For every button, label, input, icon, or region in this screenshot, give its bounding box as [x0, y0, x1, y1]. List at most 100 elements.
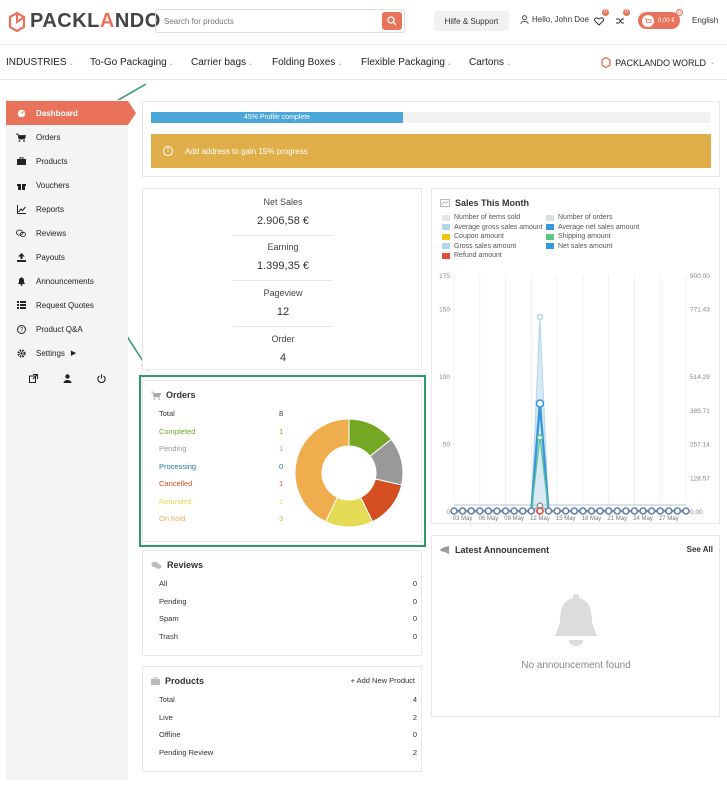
search-input[interactable] — [156, 10, 356, 32]
profile-progress-fill: 45% Profile complete — [151, 112, 403, 123]
cart-icon — [16, 132, 26, 142]
left-tick-label: 100 — [439, 374, 450, 381]
nav-item-folding-boxes[interactable]: Folding Boxes ⌄ — [272, 57, 343, 68]
sidebar-item-reviews[interactable]: Reviews — [6, 221, 128, 245]
reviews-row[interactable]: Trash 0 — [159, 632, 417, 641]
site-logo[interactable]: PACKLANDO — [8, 10, 161, 33]
orders-row[interactable]: Completed 1 — [159, 427, 283, 436]
list-icon — [16, 300, 26, 310]
user-icon[interactable] — [63, 374, 72, 383]
logo-mark-icon — [601, 57, 611, 68]
sidebar-item-reports[interactable]: Reports — [6, 197, 128, 221]
briefcase-icon — [151, 677, 160, 685]
sidebar-item-settings[interactable]: Settings ▶ — [6, 341, 128, 365]
nav-item-packlando-world[interactable]: PACKLANDO WORLD ⌄ — [601, 57, 715, 68]
sales-legend-item[interactable]: Refund amount — [442, 252, 502, 259]
series-peak-marker-0 — [536, 313, 544, 321]
see-all-announcements-link[interactable]: See All — [686, 545, 713, 554]
comments-icon — [16, 228, 26, 238]
nav-item-flexible-packaging[interactable]: Flexible Packaging ⌄ — [361, 57, 452, 68]
sidebar-item-announcements[interactable]: Announcements — [6, 269, 128, 293]
x-tick-label: 27 May — [659, 516, 679, 522]
sidebar-item-orders[interactable]: Orders — [6, 125, 128, 149]
products-row[interactable]: Offline 0 — [159, 730, 417, 739]
comments-icon — [151, 561, 162, 569]
series-line-0 — [454, 316, 686, 512]
user-icon — [520, 15, 529, 24]
legend-swatch — [546, 224, 554, 230]
sales-legend-item[interactable]: Average gross sales amount — [442, 224, 543, 231]
external-link-icon[interactable] — [28, 374, 38, 383]
nav-item-to-go-packaging[interactable]: To-Go Packaging ⌄ — [90, 57, 174, 68]
data-point-marker — [544, 507, 553, 515]
data-point-marker — [682, 507, 690, 515]
reviews-row-value: 0 — [412, 596, 417, 606]
sidebar-item-dashboard[interactable]: Dashboard — [6, 101, 136, 125]
series-line-1 — [454, 403, 686, 513]
products-row[interactable]: Total 4 — [159, 695, 417, 704]
orders-row-label: Refunded — [159, 496, 192, 506]
sidebar-item-product-qa[interactable]: ? Product Q&A — [6, 317, 128, 341]
sales-legend-item[interactable]: Gross sales amount — [442, 243, 516, 250]
legend-swatch — [442, 233, 450, 240]
chevron-down-icon: ⌄ — [446, 61, 452, 67]
stat-order: Order 4 — [271, 334, 295, 364]
upload-icon — [16, 252, 26, 262]
reviews-row[interactable]: All 0 — [159, 579, 417, 588]
reviews-row[interactable]: Pending 0 — [159, 597, 417, 606]
user-account-link[interactable]: Hello, John Doe — [520, 15, 589, 24]
sidebar-item-payouts[interactable]: Payouts — [6, 245, 128, 269]
nav-item-cartons[interactable]: Cartons ⌄ — [469, 57, 512, 68]
orders-row[interactable]: Processing 0 — [159, 462, 283, 471]
right-tick-label: 128.57 — [690, 475, 710, 482]
orders-row[interactable]: On hold 3 — [159, 514, 283, 523]
data-point-marker — [604, 507, 613, 515]
products-row-label: Total — [159, 695, 175, 704]
cart-total: 0,00 € — [658, 17, 675, 24]
help-support-button[interactable]: Hilfe & Support — [434, 11, 509, 31]
language-selector[interactable]: English — [692, 16, 719, 25]
compare-button[interactable]: 0 — [615, 9, 630, 31]
search-button[interactable] — [382, 12, 402, 30]
wishlist-button[interactable]: 0 — [594, 9, 609, 31]
data-point-marker — [475, 507, 484, 515]
products-row[interactable]: Pending Review 2 — [159, 748, 417, 757]
orders-row[interactable]: Cancelled 1 — [159, 479, 283, 488]
orders-row: Total 8 — [159, 409, 283, 418]
orders-row[interactable]: Pending 1 — [159, 444, 283, 453]
power-icon[interactable] — [96, 374, 106, 383]
sales-legend-item[interactable]: Average net sales amount — [546, 224, 639, 231]
nav-item-carrier-bags[interactable]: Carrier bags ⌄ — [191, 57, 254, 68]
sales-legend-item[interactable]: Coupon amount — [442, 233, 504, 240]
add-new-product-link[interactable]: + Add New Product — [350, 676, 415, 685]
orders-row-label: Cancelled — [159, 479, 193, 488]
nav-item-industries[interactable]: INDUSTRIES ⌄ — [6, 57, 74, 68]
series-peak-marker-2 — [536, 434, 544, 441]
orders-row-value: 3 — [279, 514, 284, 523]
products-row-value: 4 — [412, 695, 417, 704]
x-tick-label: 03 May — [453, 516, 473, 522]
sales-legend-item[interactable]: Number of orders — [546, 214, 612, 221]
announcement-title: Latest Announcement — [440, 545, 549, 555]
reviews-row[interactable]: Spam 0 — [159, 614, 417, 623]
legend-swatch — [442, 243, 450, 249]
sidebar-item-request-quotes[interactable]: Request Quotes — [6, 293, 128, 317]
orders-title: Orders — [151, 390, 196, 400]
sales-legend-item[interactable]: Number of items sold — [442, 214, 520, 221]
x-tick-label: 15 May — [556, 516, 576, 522]
products-row[interactable]: Live 2 — [159, 713, 417, 722]
sales-line-chart: 0 50 100 150 175 0.00 128.57 257.14 385.71 514.29… — [439, 273, 710, 522]
cart-button[interactable]: 0,00 € 0 — [638, 9, 683, 29]
orders-row[interactable]: Refunded 1 — [159, 496, 283, 506]
data-point-marker — [570, 507, 579, 515]
data-point-marker — [639, 507, 647, 515]
sidebar-item-vouchers[interactable]: Vouchers — [6, 173, 128, 197]
series-line-2 — [454, 437, 686, 512]
sales-legend-item[interactable]: Shipping amount — [546, 233, 611, 240]
orders-row-value: 1 — [279, 444, 284, 453]
legend-label: Gross sales amount — [454, 242, 517, 250]
data-point-marker — [665, 507, 673, 515]
sidebar-item-products[interactable]: Products — [6, 149, 128, 173]
chevron-down-icon: ⌄ — [506, 61, 512, 67]
sales-legend-item[interactable]: Net sales amount — [546, 243, 612, 250]
